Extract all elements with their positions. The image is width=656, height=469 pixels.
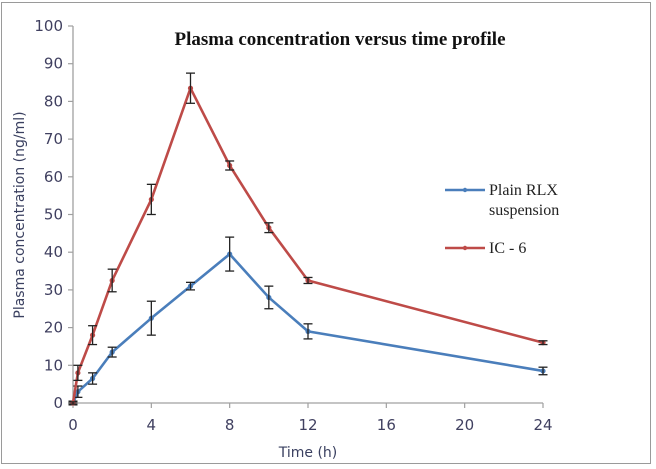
error-bar [264,222,274,234]
y-tick-label: 0 [53,394,63,412]
error-bar [88,325,98,346]
y-tick-label: 100 [34,17,63,35]
legend-item-ic-6: IC - 6 [445,240,526,257]
y-axis-title: Plasma concentration (ng/ml) [12,111,28,318]
y-tick-label: 50 [44,206,63,224]
series-plain-rlx [68,236,548,406]
error-bar [264,285,274,310]
legend-label: IC - 6 [489,240,526,257]
series-line [71,86,544,404]
y-tick-label: 90 [44,55,63,73]
y-tick-label: 20 [44,319,63,337]
error-bar [88,372,98,385]
error-bar [303,276,313,285]
x-tick-label: 0 [68,416,78,434]
error-bar [225,236,235,272]
legend-item-plain-rlx: Plain RLX suspension [445,182,559,219]
error-bar [303,323,313,340]
error-bar [146,183,156,216]
y-tick-label: 70 [44,130,63,148]
legend-marker [462,187,468,193]
x-tick-label: 24 [533,416,552,434]
x-axis-title: Time (h) [278,445,338,461]
x-tick-label: 4 [147,416,157,434]
axes: 0 10 20 30 40 50 60 70 80 90 100 0 4 8 12 16 20 24 [34,17,552,434]
error-bar [107,346,117,358]
error-bar [538,366,548,376]
error-bar [146,300,156,336]
legend-marker [462,245,468,251]
y-tick-label: 40 [44,243,63,261]
error-bar [107,268,117,293]
x-tick-label: 16 [377,416,396,434]
x-tick-label: 8 [225,416,235,434]
error-bar [68,401,78,405]
x-tick-label: 20 [455,416,474,434]
y-tick-label: 30 [44,281,63,299]
series-layer [68,72,548,406]
series-line [71,252,544,404]
y-tick-label: 10 [44,356,63,374]
chart-title: Plasma concentration versus time profile [174,29,505,50]
x-tick-label: 12 [298,416,317,434]
error-bar [73,364,83,382]
series-ic-6 [68,72,548,406]
y-tick-label: 60 [44,168,63,186]
legend-label: Plain RLX [489,182,558,199]
error-bar [538,340,548,346]
chart-frame [1,2,651,464]
error-bar [186,281,195,291]
legend-label: suspension [489,202,559,219]
y-tick-label: 80 [44,92,63,110]
legend: Plain RLX suspension IC - 6 [445,182,559,257]
error-bar [225,160,235,171]
error-bar [186,72,195,104]
